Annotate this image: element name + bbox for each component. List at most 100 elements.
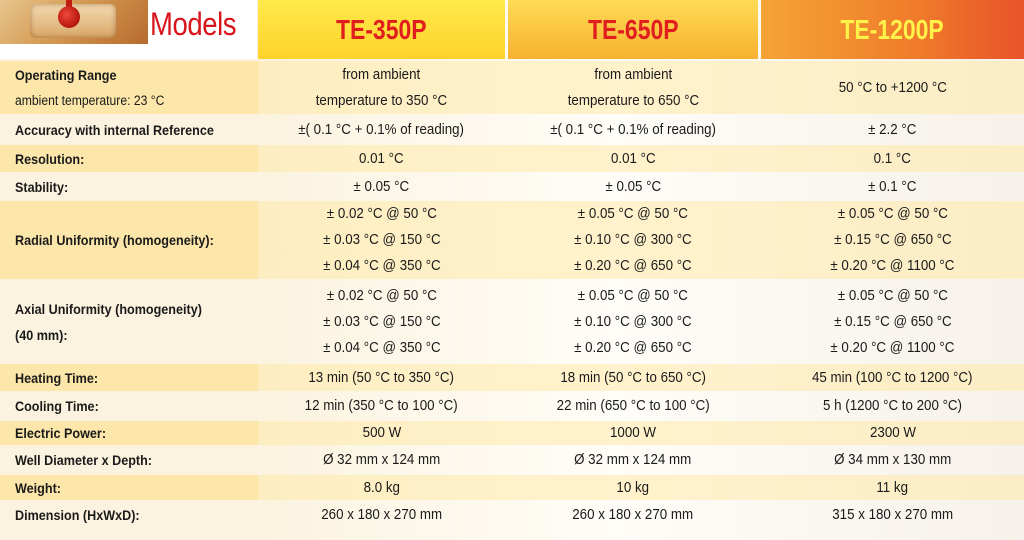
- value-cell-te-650p: ± 0.05 °C @ 50 °C ± 0.10 °C @ 300 °C ± 0.2…: [508, 282, 758, 361]
- table-row: Radial Uniformity (homogeneity): ± 0.02 °…: [0, 201, 1024, 279]
- value-cell-te-1200p: 315 x 180 x 270 mm: [761, 502, 1024, 528]
- table-row: Dimension (HxWxD): 260 x 180 x 270 mm 260 …: [0, 502, 1024, 528]
- value-cell-te-350p: Ø 32 mm x 124 mm: [258, 447, 505, 473]
- row-label-text: Radial Uniformity (homogeneity):: [15, 232, 214, 248]
- row-label-text: Dimension (HxWxD):: [15, 507, 140, 523]
- value-cell-te-650p: 10 kg: [508, 475, 758, 500]
- value-text: ±( 0.1 °C + 0.1% of reading): [550, 122, 716, 138]
- row-label: Accuracy with internal Reference: [0, 117, 258, 143]
- value-text: from ambient: [342, 66, 421, 83]
- model-header-te-650p: TE-650P: [508, 0, 758, 59]
- value-text: ± 0.05 °C @ 50 °C: [837, 206, 948, 222]
- value-text: temperature to 650 °C: [567, 92, 699, 109]
- value-cell-te-1200p: ± 0.1 °C: [761, 174, 1024, 199]
- value-cell-te-1200p: 45 min (100 °C to 1200 °C): [761, 364, 1024, 391]
- value-cell-te-650p: 18 min (50 °C to 650 °C): [508, 364, 758, 391]
- table-row: Stability: ± 0.05 °C ± 0.05 °C ± 0.1 °C: [0, 174, 1024, 199]
- value-text: ± 0.05 °C @ 50 °C: [577, 287, 689, 304]
- row-label-text: Electric Power:: [15, 425, 107, 441]
- value-text: Ø 32 mm x 124 mm: [574, 452, 692, 468]
- value-text: 0.01 °C: [359, 150, 404, 167]
- value-text: ± 0.04 °C @ 350 °C: [322, 258, 441, 274]
- row-label: Weight:: [0, 475, 258, 500]
- table-row: Resolution: 0.01 °C 0.01 °C 0.1 °C: [0, 145, 1024, 172]
- value-cell-te-350p: 500 W: [258, 421, 505, 445]
- value-cell-te-1200p: 5 h (1200 °C to 200 °C): [761, 393, 1024, 419]
- value-text: 500 W: [362, 425, 401, 441]
- value-text: ±( 0.1 °C + 0.1% of reading): [298, 122, 465, 138]
- row-label: Well Diameter x Depth:: [0, 447, 258, 473]
- row-label-text: Well Diameter x Depth:: [15, 452, 153, 468]
- value-text: 10 kg: [616, 479, 650, 496]
- value-cell-te-350p: ±( 0.1 °C + 0.1% of reading): [258, 117, 505, 143]
- value-text: 260 x 180 x 270 mm: [321, 507, 442, 523]
- value-text: ± 0.10 °C @ 300 °C: [574, 232, 692, 248]
- row-label-text: Cooling Time:: [15, 398, 99, 414]
- value-text: 13 min (50 °C to 350 °C): [308, 369, 455, 386]
- table-row: Axial Uniformity (homogeneity) (40 mm): ± …: [0, 282, 1024, 361]
- value-text: 1000 W: [609, 425, 656, 441]
- row-label: Operating Range ambient temperature: 23 °…: [0, 61, 258, 114]
- table-row: Operating Range ambient temperature: 23 °…: [0, 61, 1024, 114]
- value-cell-te-350p: ± 0.05 °C: [258, 174, 505, 199]
- calibrator-product-image: [0, 0, 148, 44]
- value-text: Ø 32 mm x 124 mm: [322, 452, 441, 468]
- value-cell-te-650p: 0.01 °C: [508, 145, 758, 172]
- value-text: ± 0.03 °C @ 150 °C: [322, 232, 441, 248]
- value-text: ± 0.20 °C @ 1100 °C: [830, 258, 955, 274]
- value-cell-te-350p: ± 0.02 °C @ 50 °C ± 0.03 °C @ 150 °C ± 0.0…: [258, 282, 505, 361]
- row-label-text: Axial Uniformity (homogeneity): [15, 300, 202, 317]
- value-cell-te-650p: 1000 W: [508, 421, 758, 445]
- value-text: 22 min (650 °C to 100 °C): [556, 398, 710, 414]
- value-text: 45 min (100 °C to 1200 °C): [812, 369, 973, 386]
- value-cell-te-350p: from ambient temperature to 350 °C: [258, 61, 505, 114]
- value-cell-te-1200p: ± 0.05 °C @ 50 °C ± 0.15 °C @ 650 °C ± 0.2…: [761, 282, 1024, 361]
- table-row: Accuracy with internal Reference ±( 0.1 °…: [0, 117, 1024, 143]
- row-label-text: Resolution:: [15, 150, 85, 167]
- value-text: ± 0.1 °C: [868, 178, 917, 195]
- value-text: 18 min (50 °C to 650 °C): [560, 369, 706, 386]
- value-cell-te-350p: 13 min (50 °C to 350 °C): [258, 364, 505, 391]
- value-text: Ø 34 mm x 130 mm: [833, 452, 952, 468]
- row-label-text: Heating Time:: [15, 369, 99, 386]
- row-label-text: Accuracy with internal Reference: [15, 122, 214, 138]
- value-text: 0.01 °C: [610, 150, 656, 167]
- row-label: Stability:: [0, 174, 258, 199]
- value-text: ± 0.20 °C @ 650 °C: [574, 258, 692, 274]
- row-label: Electric Power:: [0, 421, 258, 445]
- value-text: from ambient: [594, 66, 672, 83]
- table-row: Electric Power: 500 W 1000 W 2300 W: [0, 421, 1024, 445]
- value-text: ± 0.05 °C: [353, 178, 410, 195]
- value-text: 11 kg: [876, 479, 909, 496]
- value-cell-te-350p: 8.0 kg: [258, 475, 505, 500]
- value-cell-te-350p: ± 0.02 °C @ 50 °C ± 0.03 °C @ 150 °C ± 0.0…: [258, 201, 505, 279]
- row-label: Resolution:: [0, 145, 258, 172]
- value-cell-te-650p: ± 0.05 °C: [508, 174, 758, 199]
- value-text: ± 0.20 °C @ 650 °C: [574, 339, 692, 356]
- models-label: Models: [150, 6, 237, 42]
- value-cell-te-650p: ±( 0.1 °C + 0.1% of reading): [508, 117, 758, 143]
- table-row: Heating Time: 13 min (50 °C to 350 °C) 18 …: [0, 364, 1024, 391]
- value-cell-te-1200p: 11 kg: [761, 475, 1024, 500]
- row-label-text: Stability:: [15, 178, 69, 195]
- value-text: 0.1 °C: [873, 150, 912, 167]
- model-header-te-1200p: TE-1200P: [761, 0, 1024, 59]
- value-cell-te-1200p: 0.1 °C: [761, 145, 1024, 172]
- value-cell-te-650p: from ambient temperature to 650 °C: [508, 61, 758, 114]
- value-cell-te-350p: 12 min (350 °C to 100 °C): [258, 393, 505, 419]
- value-cell-te-1200p: 2300 W: [761, 421, 1024, 445]
- value-text: ± 0.15 °C @ 650 °C: [833, 232, 952, 248]
- value-text: ± 2.2 °C: [868, 122, 917, 138]
- row-label-text: Weight:: [15, 479, 61, 496]
- value-cell-te-1200p: ± 0.05 °C @ 50 °C ± 0.15 °C @ 650 °C ± 0.2…: [761, 201, 1024, 279]
- value-text: ± 0.02 °C @ 50 °C: [326, 287, 437, 304]
- value-cell-te-650p: ± 0.05 °C @ 50 °C ± 0.10 °C @ 300 °C ± 0.2…: [508, 201, 758, 279]
- row-label-text: Operating Range: [15, 66, 117, 83]
- value-text: 315 x 180 x 270 mm: [832, 507, 953, 523]
- row-label: Radial Uniformity (homogeneity):: [0, 201, 258, 279]
- value-text: ± 0.20 °C @ 1100 °C: [830, 339, 955, 356]
- row-label: Dimension (HxWxD):: [0, 502, 258, 528]
- table-row: Weight: 8.0 kg 10 kg 11 kg: [0, 475, 1024, 500]
- value-text: 8.0 kg: [363, 479, 400, 496]
